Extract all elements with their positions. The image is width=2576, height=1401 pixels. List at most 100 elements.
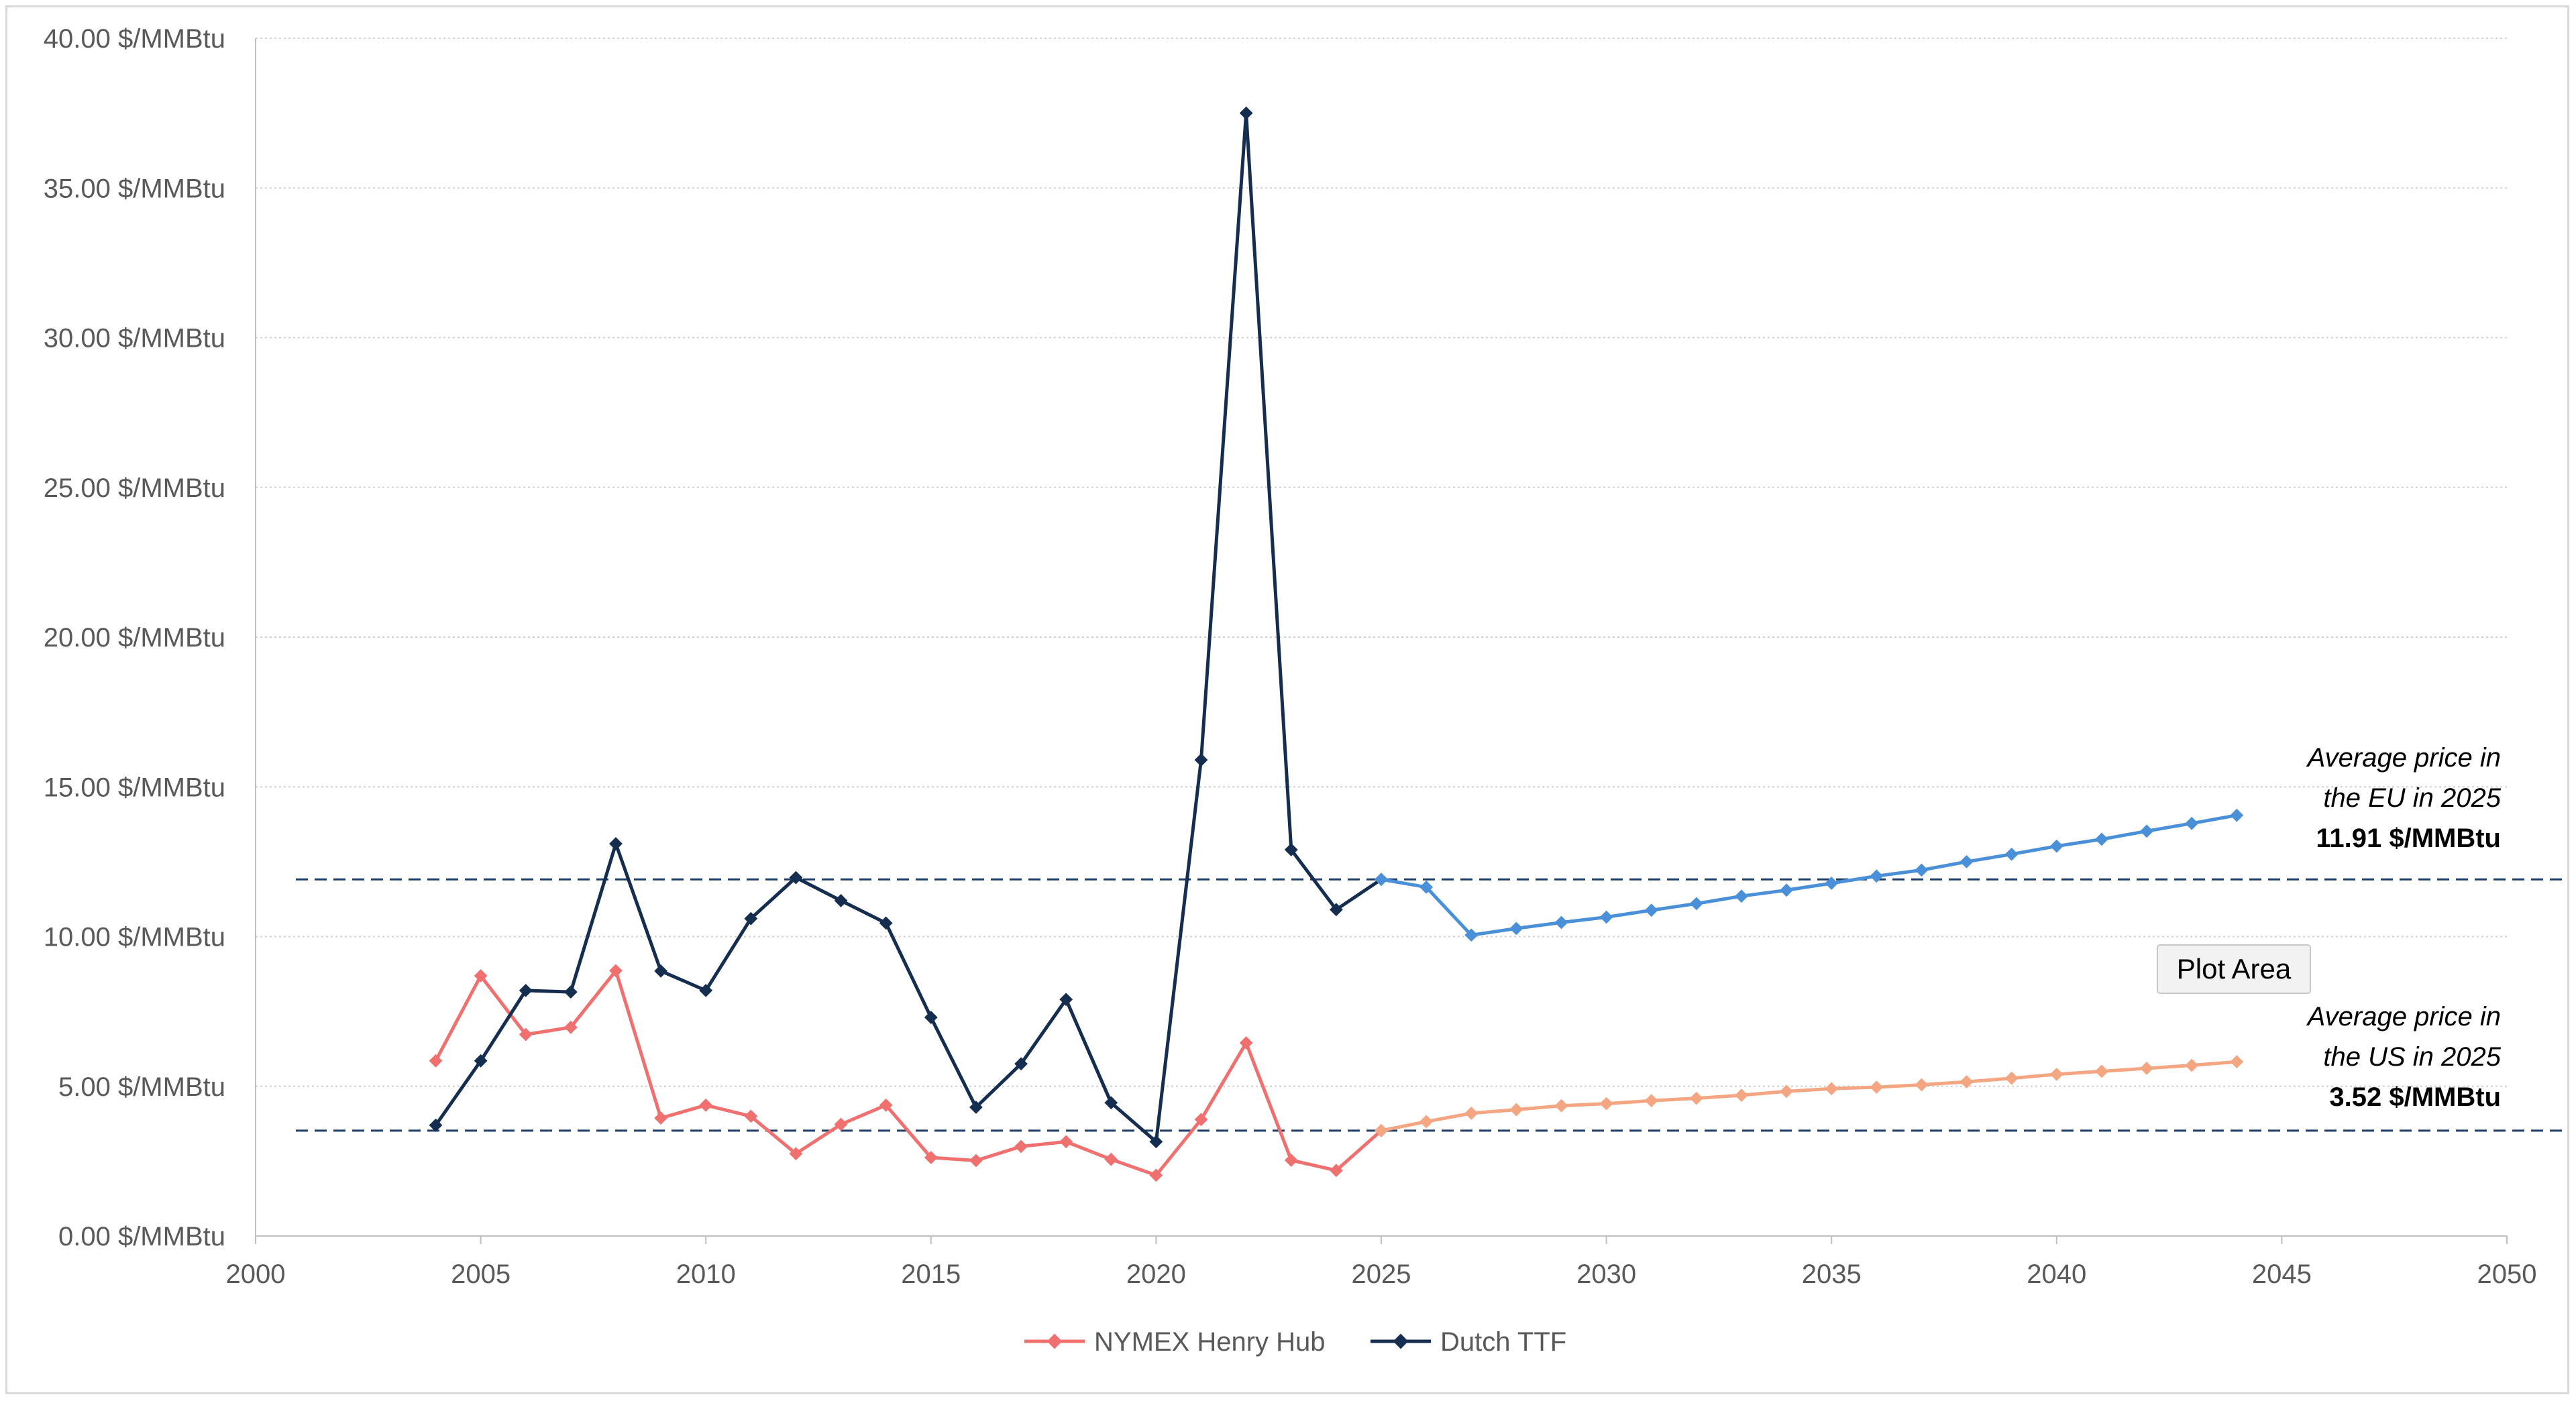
y-tick-label: 30.00 $/MMBtu bbox=[44, 324, 225, 353]
reference-lines bbox=[296, 878, 2567, 1132]
data-point[interactable] bbox=[744, 1109, 758, 1123]
data-point[interactable] bbox=[1689, 1091, 1703, 1105]
data-point[interactable] bbox=[879, 1098, 893, 1112]
data-point[interactable] bbox=[1870, 869, 1884, 883]
data-point[interactable] bbox=[1104, 1096, 1118, 1110]
data-point[interactable] bbox=[1375, 1123, 1388, 1137]
data-point[interactable] bbox=[1284, 843, 1298, 856]
x-tick-label: 2000 bbox=[226, 1259, 286, 1289]
data-point[interactable] bbox=[2004, 847, 2019, 861]
data-point[interactable] bbox=[789, 1147, 803, 1161]
data-point[interactable] bbox=[2140, 824, 2153, 838]
data-point[interactable] bbox=[924, 1151, 938, 1164]
data-point[interactable] bbox=[519, 983, 533, 997]
x-tick-label: 2025 bbox=[1352, 1259, 1411, 1289]
data-point[interactable] bbox=[744, 911, 758, 926]
data-point[interactable] bbox=[2095, 1064, 2108, 1078]
data-point[interactable] bbox=[2185, 816, 2199, 830]
data-point[interactable] bbox=[2185, 1058, 2199, 1072]
data-point[interactable] bbox=[1239, 1036, 1253, 1050]
data-point[interactable] bbox=[1735, 1088, 1748, 1103]
data-point[interactable] bbox=[1375, 873, 1388, 887]
data-point[interactable] bbox=[1599, 910, 1613, 924]
data-point[interactable] bbox=[1509, 921, 1523, 936]
data-point[interactable] bbox=[699, 983, 713, 997]
data-point[interactable] bbox=[564, 1020, 578, 1034]
data-point[interactable] bbox=[654, 1111, 667, 1125]
data-point[interactable] bbox=[1464, 928, 1479, 942]
data-point[interactable] bbox=[2049, 1067, 2063, 1081]
legend-label-henry-hub: NYMEX Henry Hub bbox=[1094, 1327, 1326, 1357]
data-point[interactable] bbox=[1194, 1113, 1208, 1127]
data-point[interactable] bbox=[1689, 897, 1703, 911]
data-point[interactable] bbox=[1644, 1094, 1658, 1108]
data-point[interactable] bbox=[1825, 1082, 1839, 1096]
data-point[interactable] bbox=[2049, 839, 2063, 853]
data-point[interactable] bbox=[1464, 1107, 1479, 1120]
data-point[interactable] bbox=[1329, 1164, 1343, 1178]
data-point[interactable] bbox=[1014, 1139, 1028, 1154]
data-point[interactable] bbox=[1915, 1078, 1929, 1092]
data-point[interactable] bbox=[1014, 1057, 1028, 1071]
data-point[interactable] bbox=[1149, 1135, 1163, 1149]
data-point[interactable] bbox=[1194, 753, 1208, 767]
data-point[interactable] bbox=[2140, 1062, 2153, 1075]
series-3 bbox=[1375, 808, 2244, 942]
data-point[interactable] bbox=[1870, 1080, 1884, 1094]
annotation-eu-value: 11.91 $/MMBtu bbox=[2316, 824, 2501, 853]
data-point[interactable] bbox=[2095, 832, 2108, 846]
data-point[interactable] bbox=[834, 1117, 848, 1131]
data-point[interactable] bbox=[924, 1011, 938, 1024]
legend-item-dutch-ttf[interactable]: Dutch TTF bbox=[1371, 1327, 1566, 1357]
data-point[interactable] bbox=[1825, 877, 1839, 890]
series-2 bbox=[1375, 1055, 2244, 1137]
data-point[interactable] bbox=[834, 894, 848, 907]
legend[interactable]: NYMEX Henry Hub Dutch TTF bbox=[1024, 1327, 1566, 1357]
data-point[interactable] bbox=[654, 964, 667, 978]
data-point[interactable] bbox=[1554, 1099, 1568, 1113]
data-point[interactable] bbox=[1059, 1135, 1073, 1149]
data-point[interactable] bbox=[2230, 1055, 2244, 1069]
data-point[interactable] bbox=[1059, 993, 1073, 1007]
data-point[interactable] bbox=[879, 916, 893, 930]
legend-item-henry-hub[interactable]: NYMEX Henry Hub bbox=[1024, 1327, 1326, 1357]
x-tick-label: 2005 bbox=[451, 1259, 511, 1289]
data-point[interactable] bbox=[2004, 1071, 2019, 1085]
data-point[interactable] bbox=[1149, 1168, 1163, 1182]
data-point[interactable] bbox=[1104, 1152, 1118, 1166]
data-point[interactable] bbox=[519, 1027, 533, 1042]
data-point[interactable] bbox=[1509, 1103, 1523, 1117]
data-point[interactable] bbox=[564, 985, 578, 999]
x-tick-label: 2010 bbox=[676, 1259, 736, 1289]
data-point[interactable] bbox=[1960, 854, 1974, 868]
annotation-us-value: 3.52 $/MMBtu bbox=[2329, 1082, 2501, 1112]
legend-marker-dutch-ttf bbox=[1393, 1333, 1409, 1349]
data-point[interactable] bbox=[1419, 1115, 1434, 1129]
data-point[interactable] bbox=[1554, 915, 1568, 930]
data-point[interactable] bbox=[1915, 863, 1929, 877]
data-point[interactable] bbox=[2230, 808, 2244, 822]
data-point[interactable] bbox=[609, 837, 623, 850]
data-point[interactable] bbox=[699, 1098, 713, 1112]
data-point[interactable] bbox=[1644, 903, 1658, 917]
data-point[interactable] bbox=[1284, 1154, 1298, 1167]
y-tick-label: 20.00 $/MMBtu bbox=[44, 623, 225, 653]
data-point[interactable] bbox=[1960, 1075, 1974, 1088]
data-point[interactable] bbox=[1329, 903, 1343, 917]
data-point[interactable] bbox=[429, 1118, 443, 1132]
data-point[interactable] bbox=[1419, 880, 1434, 894]
line-chart[interactable]: 0.00 $/MMBtu 5.00 $/MMBtu 10.00 $/MMBtu 15.… bbox=[7, 7, 2567, 1392]
series-0 bbox=[429, 964, 1388, 1182]
data-point[interactable] bbox=[474, 1054, 488, 1068]
data-point[interactable] bbox=[474, 969, 488, 983]
data-point[interactable] bbox=[429, 1054, 443, 1068]
data-point[interactable] bbox=[969, 1154, 983, 1168]
data-point[interactable] bbox=[1780, 1084, 1793, 1099]
data-point[interactable] bbox=[969, 1101, 983, 1114]
data-point[interactable] bbox=[1735, 889, 1748, 903]
data-point[interactable] bbox=[609, 964, 623, 978]
data-point[interactable] bbox=[1780, 883, 1793, 897]
data-point[interactable] bbox=[1239, 106, 1253, 120]
data-point[interactable] bbox=[1599, 1097, 1613, 1111]
data-point[interactable] bbox=[789, 871, 803, 885]
